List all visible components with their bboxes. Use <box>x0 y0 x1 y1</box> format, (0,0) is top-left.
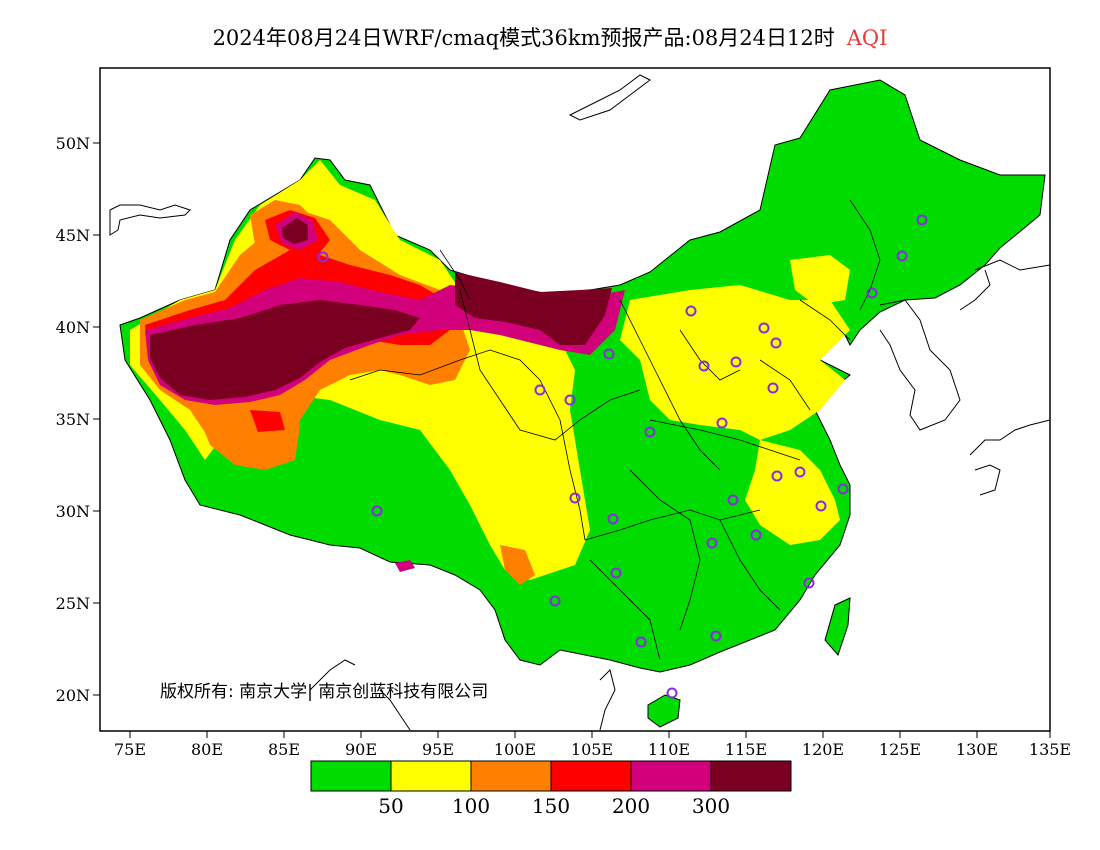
usg-patch-southwest <box>500 545 535 585</box>
station-marker <box>317 251 329 263</box>
station-marker <box>635 636 647 648</box>
aqi-legend: 50 100 150 200 300 <box>310 760 792 818</box>
indochina-coast <box>599 669 616 731</box>
station-marker <box>564 394 576 406</box>
lon-label: 115E <box>725 740 767 759</box>
japan-coast-north <box>974 259 1051 271</box>
lon-label: 100E <box>494 740 536 759</box>
legend-swatch <box>470 760 552 792</box>
station-marker <box>770 337 782 349</box>
foreign-coastlines <box>109 74 1051 731</box>
station-marker <box>758 322 770 334</box>
copyright-text: 版权所有: 南京大学| 南京创蓝科技有限公司 <box>160 682 488 702</box>
unhealthy-patch-south <box>250 410 285 432</box>
station-marker <box>837 483 849 495</box>
legend-label: 300 <box>692 794 730 818</box>
station-marker <box>549 595 561 607</box>
lon-label: 135E <box>1029 740 1071 759</box>
lon-label: 105E <box>571 740 613 759</box>
longitude-axis <box>129 731 1051 738</box>
sakhalin-coast <box>568 74 651 121</box>
legend-swatch <box>550 760 632 792</box>
station-marker <box>371 505 383 517</box>
longitude-labels: 75E 80E 85E 90E 95E 100E 105E 110E 115E … <box>114 740 1071 759</box>
legend-label: 150 <box>532 794 570 818</box>
lon-label: 90E <box>345 740 377 759</box>
station-marker <box>916 214 928 226</box>
station-marker <box>896 250 908 262</box>
station-marker <box>727 494 739 506</box>
hainan-island <box>647 694 681 728</box>
station-marker <box>794 466 806 478</box>
moderate-zone-northeast <box>790 255 850 305</box>
legend-swatch <box>710 760 792 792</box>
lon-label: 120E <box>802 740 844 759</box>
lat-label: 50N <box>56 134 90 153</box>
station-markers <box>317 214 928 699</box>
lat-label: 30N <box>56 502 90 521</box>
station-marker <box>730 356 742 368</box>
station-marker <box>866 287 878 299</box>
india-coast <box>309 659 411 731</box>
station-marker <box>607 513 619 525</box>
station-marker <box>771 470 783 482</box>
latitude-axis <box>93 142 100 696</box>
lon-label: 110E <box>648 740 690 759</box>
lat-label: 35N <box>56 410 90 429</box>
lon-label: 95E <box>422 740 454 759</box>
lon-label: 80E <box>191 740 223 759</box>
lat-label: 25N <box>56 594 90 613</box>
province-borders <box>349 199 881 661</box>
lon-label: 85E <box>268 740 300 759</box>
aqi-field <box>119 79 1046 728</box>
station-marker <box>767 382 779 394</box>
station-marker <box>815 500 827 512</box>
station-marker <box>603 348 615 360</box>
japan-coast <box>969 419 1051 496</box>
legend-swatch <box>310 760 392 792</box>
legend-swatch <box>630 760 712 792</box>
hazardous-zone-gobi <box>455 272 612 345</box>
station-marker <box>750 529 762 541</box>
station-marker <box>710 630 722 642</box>
lon-label: 130E <box>956 740 998 759</box>
hazardous-zone-tarim <box>150 300 420 400</box>
station-marker <box>666 687 678 699</box>
korea-peninsula <box>879 299 961 431</box>
latitude-labels: 50N 45N 40N 35N 30N 25N 20N <box>56 134 90 705</box>
very-unhealthy-patch-tibet <box>395 560 415 572</box>
lat-label: 40N <box>56 318 90 337</box>
station-marker <box>644 426 656 438</box>
legend-swatch <box>390 760 472 792</box>
taiwan-island <box>824 597 851 656</box>
moderate-zone-east <box>745 440 840 545</box>
station-marker <box>569 492 581 504</box>
moderate-zone-north <box>620 285 850 440</box>
station-marker <box>534 384 546 396</box>
legend-label: 50 <box>378 794 403 818</box>
lat-label: 45N <box>56 226 90 245</box>
title-accent: AQI <box>846 26 888 50</box>
korea-east <box>959 269 991 311</box>
station-marker <box>803 577 815 589</box>
legend-label: 200 <box>612 794 650 818</box>
central-asia-coast <box>109 204 191 236</box>
station-marker <box>610 567 622 579</box>
station-marker <box>685 305 697 317</box>
map-title: 2024年08月24日WRF/cmaq模式36km预报产品:08月24日12时 A… <box>0 22 1100 52</box>
hazardous-zone-north <box>282 218 308 244</box>
legend-label: 100 <box>452 794 490 818</box>
lon-label: 75E <box>114 740 146 759</box>
lon-label: 125E <box>879 740 921 759</box>
station-marker <box>706 537 718 549</box>
station-marker <box>716 417 728 429</box>
lat-label: 20N <box>56 686 90 705</box>
station-marker <box>698 360 710 372</box>
title-main: 2024年08月24日WRF/cmaq模式36km预报产品:08月24日12时 <box>212 26 835 50</box>
